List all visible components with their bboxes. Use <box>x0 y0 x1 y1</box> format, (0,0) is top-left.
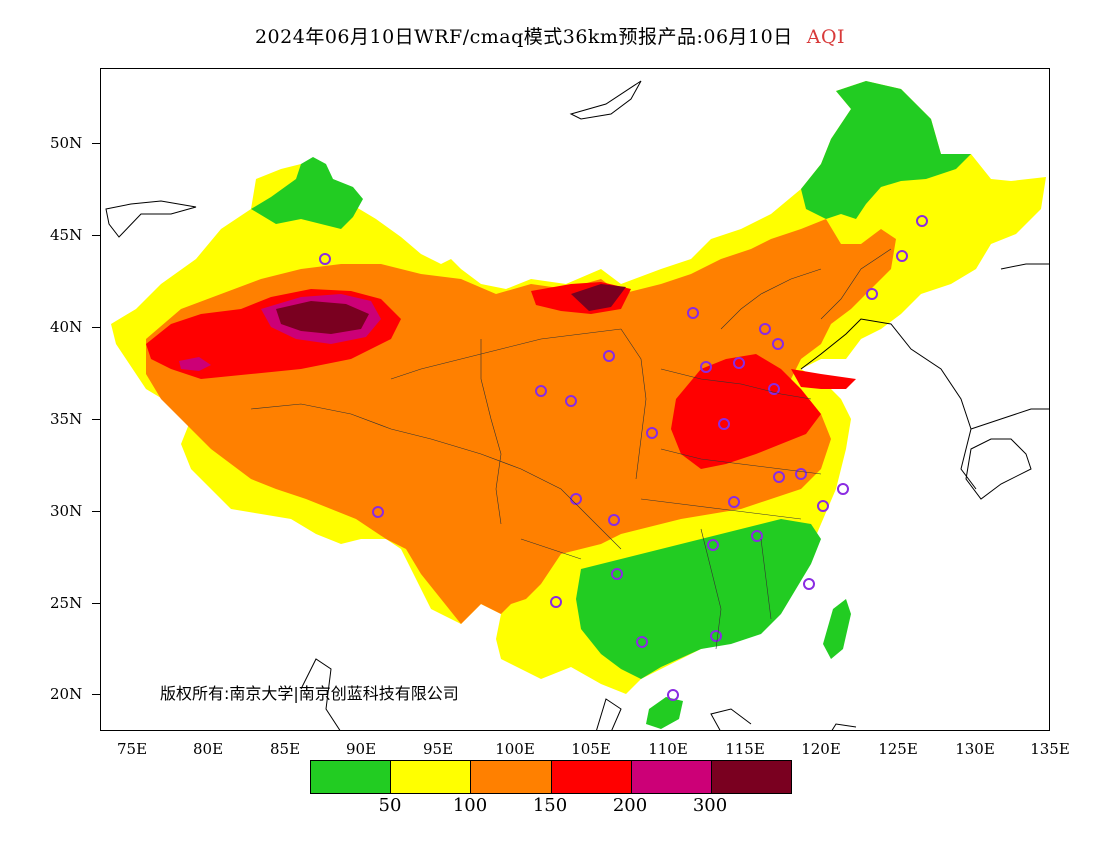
aqi-map-frame <box>100 68 1050 731</box>
station-marker <box>707 539 719 551</box>
station-marker <box>611 568 623 580</box>
lon-tick-label: 85E <box>269 740 301 758</box>
station-marker <box>700 361 712 373</box>
station-marker <box>535 385 547 397</box>
lon-tick-label: 115E <box>725 740 765 758</box>
lon-tick-label: 120E <box>801 740 841 758</box>
lon-tick-label: 135E <box>1030 740 1070 758</box>
lon-tick-label: 90E <box>345 740 377 758</box>
north-border-hazardous <box>571 284 626 311</box>
lon-tick-label: 100E <box>495 740 535 758</box>
station-marker <box>687 307 699 319</box>
lat-tick-label: 50N <box>50 134 83 152</box>
legend-label: 50 <box>378 795 402 816</box>
lat-tick-label: 45N <box>50 226 83 244</box>
station-marker <box>768 383 780 395</box>
copyright-notice: 版权所有:南京大学|南京创蓝科技有限公司 <box>160 684 459 703</box>
lat-tick-mark <box>92 235 100 236</box>
lat-tick-mark <box>92 511 100 512</box>
legend-label: 150 <box>532 795 568 816</box>
lat-tick-label: 25N <box>50 594 83 612</box>
lon-tick-label: 95E <box>422 740 454 758</box>
coastlines <box>105 80 1049 730</box>
aqi-map <box>105 80 1049 730</box>
north-china-plain-unhealthy <box>671 354 821 469</box>
legend-swatch-unhealthy <box>551 761 632 793</box>
legend-swatch-very-unhealthy <box>631 761 712 793</box>
lat-tick-label: 20N <box>50 685 83 703</box>
station-marker <box>646 427 658 439</box>
station-marker <box>803 578 815 590</box>
station-marker <box>608 514 620 526</box>
station-marker <box>550 596 562 608</box>
station-marker <box>718 418 730 430</box>
color-legend <box>310 760 792 794</box>
province-borders <box>250 248 892 650</box>
tarim-west-very-unhealthy <box>179 357 211 371</box>
station-marker <box>710 630 722 642</box>
legend-label: 200 <box>612 795 648 816</box>
lat-tick-mark <box>92 143 100 144</box>
station-marker <box>733 357 745 369</box>
map-title: 2024年06月10日WRF/cmaq模式36km预报产品:06月10日 AQI <box>0 22 1100 49</box>
lon-tick-label: 125E <box>878 740 918 758</box>
station-marker <box>603 350 615 362</box>
lat-tick-label: 40N <box>50 318 83 336</box>
station-marker <box>759 323 771 335</box>
lon-tick-label: 105E <box>571 740 611 758</box>
legend-swatch-hazardous <box>711 761 792 793</box>
station-marker <box>773 471 785 483</box>
station-marker <box>837 483 849 495</box>
title-main: 2024年06月10日WRF/cmaq模式36km预报产品:06月10日 <box>254 26 793 48</box>
northeast-good <box>801 81 971 219</box>
station-marker <box>772 338 784 350</box>
station-marker <box>795 468 807 480</box>
legend-label: 300 <box>692 795 728 816</box>
lat-tick-label: 30N <box>50 502 83 520</box>
taiwan-good <box>823 599 851 659</box>
legend-label: 100 <box>452 795 488 816</box>
station-marker <box>817 500 829 512</box>
station-marker <box>866 288 878 300</box>
station-marker <box>636 636 648 648</box>
lat-tick-mark <box>92 419 100 420</box>
lon-tick-label: 80E <box>192 740 224 758</box>
station-marker <box>896 250 908 262</box>
station-markers <box>319 215 928 701</box>
legend-swatch-unhealthy-sensitive <box>471 761 552 793</box>
lon-tick-label: 110E <box>648 740 688 758</box>
station-marker <box>728 496 740 508</box>
station-marker <box>751 530 763 542</box>
station-marker <box>916 215 928 227</box>
legend-swatch-good <box>311 761 392 793</box>
lat-tick-mark <box>92 603 100 604</box>
tarim-hazardous <box>276 301 369 334</box>
station-marker <box>319 253 331 265</box>
hainan-good <box>646 697 683 729</box>
station-marker <box>372 506 384 518</box>
legend-swatch-moderate <box>391 761 472 793</box>
lon-tick-label: 75E <box>116 740 148 758</box>
station-marker <box>565 395 577 407</box>
title-variable: AQI <box>806 26 846 48</box>
station-marker <box>667 689 679 701</box>
lat-tick-label: 35N <box>50 410 83 428</box>
lon-tick-label: 130E <box>955 740 995 758</box>
xinjiang-north-good <box>251 157 363 229</box>
lat-tick-mark <box>92 327 100 328</box>
lat-tick-mark <box>92 694 100 695</box>
shandong-unhealthy <box>791 369 856 389</box>
